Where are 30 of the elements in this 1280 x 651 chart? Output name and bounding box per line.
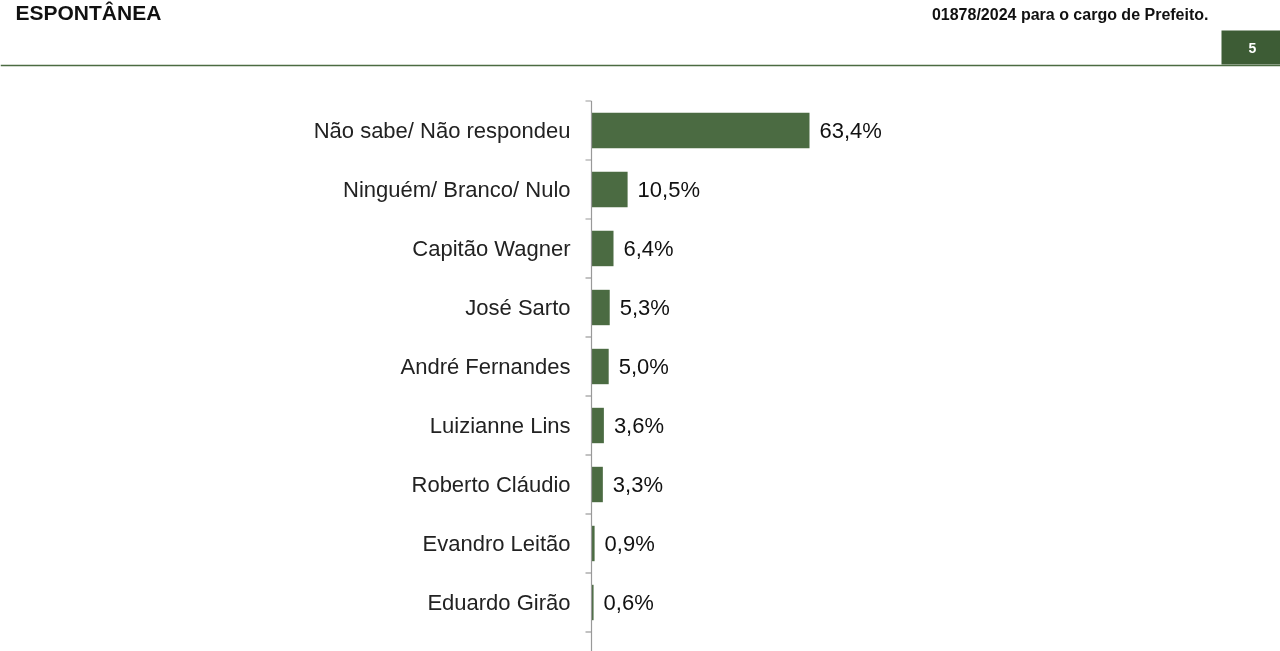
y-tick-label: Capitão Wagner (412, 236, 571, 261)
y-tick-label: André Fernandes (400, 354, 571, 379)
y-tick-label: Ninguém/ Branco/ Nulo (343, 177, 571, 202)
y-tick-label: Roberto Cláudio (411, 472, 571, 497)
data-label: 6,4% (623, 236, 674, 261)
data-label: 63,4% (819, 118, 882, 143)
bar (591, 348, 609, 385)
data-label: 3,3% (612, 472, 663, 497)
y-tick-label: José Sarto (465, 295, 571, 320)
bar (591, 584, 594, 621)
y-tick-label: Eduardo Girão (427, 590, 571, 615)
bar (591, 171, 628, 208)
text: ESPONTÂNEA (15, 1, 162, 24)
text: 01878/2024 para o cargo de Prefeito. (931, 6, 1209, 23)
bar (591, 230, 614, 267)
data-label: 0,9% (604, 531, 655, 556)
data-label: 0,6% (603, 590, 654, 615)
data-label: 3,6% (613, 413, 665, 438)
bar (591, 112, 810, 149)
data-label: 10,5% (637, 177, 700, 202)
bar (591, 407, 604, 444)
y-tick-label: Evandro Leitão (422, 531, 571, 556)
y-tick-label: Luizianne Lins (429, 413, 571, 438)
bar (591, 525, 595, 562)
text: 5 (1248, 39, 1257, 56)
y-tick-label: Não sabe/ Não respondeu (313, 118, 571, 143)
bar (591, 466, 603, 503)
data-label: 5,0% (618, 354, 669, 379)
data-label: 5,3% (619, 295, 670, 320)
bar (591, 289, 610, 326)
